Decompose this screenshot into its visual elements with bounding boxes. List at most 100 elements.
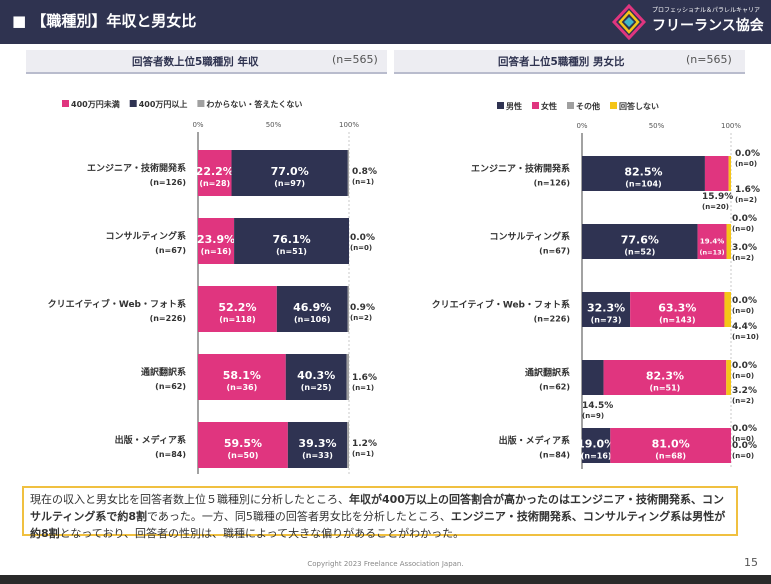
data-label-count: (n=10) [732,333,759,341]
data-label-count: (n=0) [732,435,754,443]
right-chart: 男性 女性 その他 回答しない 0% 50% 100% エンジニア・技術開発系 (n=126) 8… [432,101,760,469]
legend-label-0: 400万円未満 [71,99,120,109]
bar-segment [276,286,348,332]
slide-title: ■ 【職種別】年収と男女比 [12,12,197,30]
category-n-label: (n=67) [539,247,570,256]
data-label-pct: 19.0% [577,438,615,451]
data-label-count: (n=28) [199,179,230,188]
data-label-pct: 81.0% [652,438,690,451]
data-label-count: (n=2) [350,314,372,322]
logo-name: フリーランス協会 [652,18,764,34]
category-n-label: (n=67) [155,246,186,255]
category-n-label: (n=84) [539,451,570,460]
data-label-pct: 0.0% [732,296,757,306]
bar-segment [610,428,731,463]
data-label-pct: 77.0% [271,165,309,178]
data-label-count: (n=16) [581,452,612,461]
summary-bold-2: エンジニア・技術開発系、コンサルティング系は男性が約8割 [30,510,726,540]
category-n-label: (n=126) [534,179,570,188]
data-label-pct: 0.0% [732,424,757,434]
data-label-pct: 1.2% [352,439,377,449]
page-number: 15 [744,556,758,569]
data-label-pct: 4.4% [732,322,757,332]
data-label-pct: 0.0% [735,149,760,159]
category-n-label: (n=84) [155,450,186,459]
data-label-count: (n=20) [702,203,729,211]
data-label-count: (n=2) [732,254,754,262]
legend-swatch-0 [497,102,504,109]
data-label-pct: 1.6% [735,185,760,195]
data-label-count: (n=36) [226,383,257,392]
data-label-pct: 0.0% [732,441,757,451]
bar-segment [198,218,235,264]
data-label-count: (n=118) [219,315,255,324]
x-tick-label: 50% [649,122,665,130]
summary-note: 現在の収入と男女比を回答者数上位５職種別に分析したところ、年収が400万以上の回… [22,486,738,540]
right-panel-title-text: 回答者上位5職種別 男女比 [498,56,625,68]
bar-segment [582,224,698,259]
x-tick-label: 100% [339,121,359,129]
data-label-count: (n=51) [276,247,307,256]
copyright: Copyright 2023 Freelance Association Jap… [307,560,464,568]
summary-text-3: となっており、回答者の性別は、職種によって大きな偏りがあることがわかった。 [59,527,465,540]
x-tick-label: 0% [192,121,203,129]
data-label-pct: 23.9% [197,233,235,246]
category-label: コンサルティング系 [106,230,186,242]
data-label-count: (n=104) [625,180,661,189]
bar-segment [198,286,277,332]
data-label-count: (n=1) [352,384,374,392]
data-label-pct: 63.3% [658,302,696,315]
data-label-count: (n=2) [735,196,757,204]
data-label-count: (n=106) [294,315,330,324]
data-label-pct: 22.2% [196,165,234,178]
legend-swatch-0 [62,100,69,107]
bar-segment [582,292,631,327]
legend-label-2: わからない・答えたくない [206,99,302,109]
bar-segment [287,422,348,468]
bar-segment [198,422,288,468]
legend-label-1: 女性 [541,101,557,111]
left-panel-title: 回答者数上位5職種別 年収 (n=565) [26,50,387,74]
bar-segment [285,354,347,400]
slide-header: ■ 【職種別】年収と男女比 プロフェッショナル＆パラレルキャリア フリーランス協… [0,0,771,44]
category-n-label: (n=226) [534,315,570,324]
bar-segment [582,428,611,463]
data-label-pct: 58.1% [223,369,261,382]
data-label-pct: 39.3% [298,437,336,450]
category-label: 出版・メディア系 [499,435,570,447]
bar-segment [582,360,604,395]
summary-bold-1: 年収が400万以上の回答割合が高かったのはエンジニア・技術開発系、コンサルティン… [30,493,724,523]
data-label-pct: 0.9% [350,303,375,313]
data-label-count: (n=51) [649,384,680,393]
category-n-label: (n=62) [539,383,570,392]
data-label-pct: 52.2% [218,301,256,314]
data-label-pct: 3.2% [732,386,757,396]
data-label-pct: 15.9% [702,192,733,202]
data-label-pct: 3.0% [732,243,757,253]
category-label: エンジニア・技術開発系 [471,163,570,175]
bar-segment [724,292,731,327]
data-label-count: (n=2) [732,397,754,405]
data-label-pct: 1.6% [352,373,377,383]
bar-segment [726,360,731,395]
category-label: 通訳翻訳系 [525,367,570,379]
data-label-pct: 32.3% [587,302,625,315]
legend-swatch-2 [567,102,574,109]
category-label: クリエイティブ・Web・フォト系 [432,299,570,311]
bar-segment [346,354,349,400]
data-label-pct: 82.3% [646,370,684,383]
x-tick-label: 50% [266,121,282,129]
category-label: 通訳翻訳系 [141,366,186,378]
right-panel-title: 回答者上位5職種別 男女比 (n=565) [394,50,745,74]
category-n-label: (n=62) [155,382,186,391]
legend-label-1: 400万円以上 [139,99,188,109]
data-label-pct: 40.3% [297,369,335,382]
data-label-count: (n=143) [659,316,695,325]
data-label-count: (n=50) [228,451,259,460]
data-label-count: (n=0) [732,225,754,233]
bar-segment [697,224,727,259]
data-label-pct: 0.0% [732,361,757,371]
bar-segment [582,156,705,191]
data-label-count: (n=25) [301,383,332,392]
data-label-pct: 76.1% [272,233,310,246]
